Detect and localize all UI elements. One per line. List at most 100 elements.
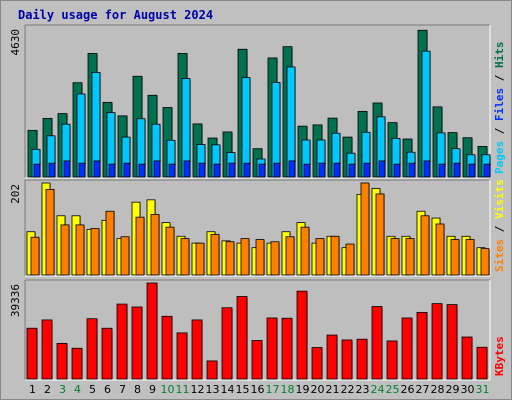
pages-bar — [33, 163, 41, 178]
pages-bar — [408, 162, 416, 178]
kbytes-bar — [341, 339, 353, 380]
day-label: 10 — [161, 383, 175, 396]
kbytes-bar — [371, 306, 383, 380]
day-label: 19 — [296, 383, 310, 396]
day-label: 7 — [119, 383, 126, 396]
kbytes-bar — [146, 282, 158, 380]
kbytes-bar — [131, 306, 143, 380]
kbytes-bar — [431, 303, 443, 380]
kbytes-bar — [206, 360, 218, 380]
sites-bar — [210, 234, 220, 276]
sites-bar — [330, 235, 340, 276]
pages-bar — [228, 162, 236, 178]
kbytes-bar — [326, 334, 338, 380]
sites-bar — [30, 236, 40, 276]
sites-bar — [135, 216, 145, 276]
sites-bar — [375, 193, 385, 276]
day-label: 4 — [74, 383, 81, 396]
day-label: 12 — [191, 383, 205, 396]
day-label: 8 — [134, 383, 141, 396]
day-label: 21 — [326, 383, 340, 396]
pages-bar — [393, 163, 401, 178]
sites-bar — [120, 236, 130, 276]
pages-bar — [138, 163, 146, 178]
day-label: 28 — [431, 383, 445, 396]
day-label: 16 — [251, 383, 265, 396]
pages-bar — [108, 163, 116, 178]
kbytes-bar — [176, 332, 188, 380]
legend-hits: Hits — [493, 42, 506, 69]
day-label: 27 — [416, 383, 430, 396]
sites-bar — [285, 236, 295, 276]
sites-bar — [240, 238, 250, 276]
day-label: 2 — [44, 383, 51, 396]
sites-bar — [480, 248, 490, 276]
pages-bar — [423, 160, 431, 178]
pages-bar — [258, 163, 266, 178]
kbytes-bar — [311, 347, 323, 380]
pages-bar — [438, 163, 446, 178]
pages-bar — [468, 163, 476, 178]
sites-bar — [390, 238, 400, 276]
files-bar — [286, 66, 296, 178]
day-label: 13 — [206, 383, 220, 396]
y-max-label-1: 4630 — [9, 29, 22, 56]
pages-bar — [198, 162, 206, 178]
day-label: 11 — [176, 383, 190, 396]
legend-sites: Sites — [493, 239, 506, 272]
sites-bar — [300, 226, 310, 276]
pages-bar — [123, 162, 131, 178]
pages-bar — [288, 160, 296, 178]
legend-3: KBytes — [493, 336, 506, 376]
pages-bar — [348, 163, 356, 178]
pages-bar — [48, 162, 56, 178]
sites-bar — [180, 238, 190, 276]
pages-bar — [78, 162, 86, 178]
files-bar — [241, 77, 251, 178]
legend-separator: / — [493, 121, 506, 141]
legend-separator: / — [493, 219, 506, 239]
kbytes-bar — [26, 327, 38, 380]
day-label: 14 — [221, 383, 235, 396]
y-max-label-3: 39336 — [9, 284, 22, 317]
legend-kbytes: KBytes — [493, 336, 506, 376]
sites-bar — [150, 214, 160, 276]
day-label: 30 — [461, 383, 475, 396]
day-label: 31 — [476, 383, 490, 396]
pages-bar — [213, 163, 221, 178]
day-label: 5 — [89, 383, 96, 396]
pages-bar — [183, 160, 191, 178]
pages-bar — [318, 162, 326, 178]
pages-bar — [378, 160, 386, 178]
sites-bar — [60, 224, 70, 276]
legend-1: Pages / Files / Hits — [493, 42, 506, 175]
day-label: 22 — [341, 383, 355, 396]
sites-bar — [345, 243, 355, 276]
legend-separator: / — [493, 68, 506, 88]
sites-bar — [450, 239, 460, 276]
kbytes-bar — [101, 327, 113, 380]
sites-bar — [195, 242, 205, 276]
pages-bar — [363, 162, 371, 178]
day-label: 25 — [386, 383, 400, 396]
pages-bar — [333, 162, 341, 178]
kbytes-bar — [116, 303, 128, 380]
kbytes-bar — [266, 317, 278, 380]
pages-bar — [243, 162, 251, 178]
kbytes-bar — [221, 307, 233, 380]
sites-bar — [435, 223, 445, 276]
kbytes-bar — [41, 319, 53, 380]
day-label: 24 — [371, 383, 385, 396]
panel-1 — [24, 24, 491, 179]
kbytes-bar — [461, 336, 473, 380]
kbytes-bar — [281, 317, 293, 380]
pages-bar — [153, 160, 161, 178]
legend-2: Sites / Visits — [493, 179, 506, 272]
pages-bar — [303, 163, 311, 178]
kbytes-bar — [356, 338, 368, 380]
day-label: 1 — [29, 383, 36, 396]
sites-bar — [405, 238, 415, 276]
day-label: 6 — [104, 383, 111, 396]
pages-bar — [453, 162, 461, 178]
day-label: 9 — [149, 383, 156, 396]
